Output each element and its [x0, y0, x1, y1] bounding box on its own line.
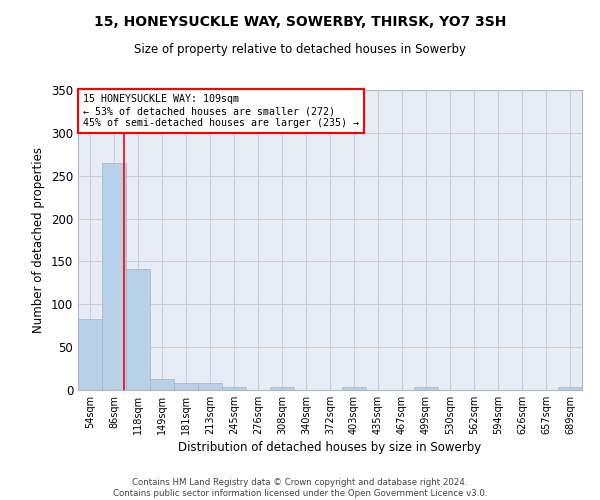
X-axis label: Distribution of detached houses by size in Sowerby: Distribution of detached houses by size …: [178, 441, 482, 454]
Bar: [102, 163, 126, 390]
Bar: [198, 383, 222, 390]
Bar: [342, 388, 366, 390]
Text: 15 HONEYSUCKLE WAY: 109sqm
← 53% of detached houses are smaller (272)
45% of sem: 15 HONEYSUCKLE WAY: 109sqm ← 53% of deta…: [83, 94, 359, 128]
Bar: [150, 379, 174, 390]
Bar: [222, 388, 246, 390]
Text: 15, HONEYSUCKLE WAY, SOWERBY, THIRSK, YO7 3SH: 15, HONEYSUCKLE WAY, SOWERBY, THIRSK, YO…: [94, 15, 506, 29]
Bar: [78, 319, 102, 390]
Bar: [558, 388, 582, 390]
Bar: [270, 388, 294, 390]
Text: Size of property relative to detached houses in Sowerby: Size of property relative to detached ho…: [134, 42, 466, 56]
Bar: [414, 388, 438, 390]
Y-axis label: Number of detached properties: Number of detached properties: [32, 147, 46, 333]
Text: Contains HM Land Registry data © Crown copyright and database right 2024.
Contai: Contains HM Land Registry data © Crown c…: [113, 478, 487, 498]
Bar: [174, 383, 198, 390]
Bar: [126, 269, 150, 390]
